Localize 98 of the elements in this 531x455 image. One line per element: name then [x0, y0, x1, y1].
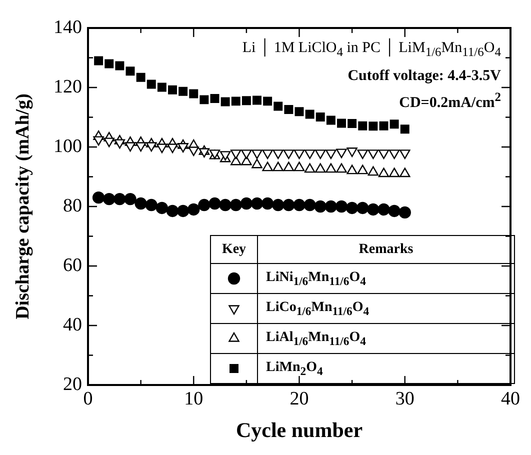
point [304, 163, 316, 173]
point [136, 72, 146, 82]
point [400, 168, 410, 178]
y-tick-label: 60 [63, 254, 82, 276]
y-tick-label: 120 [54, 76, 82, 98]
point [272, 198, 284, 212]
annotation: CD=0.2mA/cm$^{2}$ [399, 90, 501, 112]
point [337, 118, 346, 128]
point [378, 168, 390, 178]
annotation: Cutoff voltage: 4.4-3.5V [348, 68, 501, 85]
y-tick-label: 20 [63, 374, 82, 395]
point [220, 97, 230, 106]
point [367, 203, 380, 216]
point [114, 192, 126, 206]
point [335, 200, 348, 213]
x-tick-label: 0 [83, 388, 93, 410]
point [252, 96, 262, 105]
point [368, 122, 378, 131]
point [168, 85, 177, 94]
point [262, 162, 273, 172]
point [230, 198, 242, 212]
point [263, 96, 272, 106]
point [250, 197, 264, 210]
x-tick-label: 30 [395, 388, 414, 410]
point [346, 164, 358, 174]
point [314, 200, 326, 213]
point [336, 163, 347, 173]
point [134, 197, 147, 210]
point [146, 80, 156, 89]
point [103, 192, 116, 206]
point [176, 204, 190, 218]
point [348, 119, 357, 128]
point [398, 206, 411, 219]
point [178, 86, 188, 96]
point [188, 203, 200, 216]
point [200, 95, 209, 104]
x-tick-label: 40 [501, 388, 520, 410]
point [115, 61, 124, 70]
point [274, 102, 283, 111]
point [316, 112, 325, 122]
point [210, 94, 220, 103]
point [145, 198, 158, 212]
point [282, 198, 295, 212]
point [272, 162, 284, 172]
point [358, 121, 368, 130]
point [126, 66, 135, 76]
point [283, 162, 294, 172]
annotation: Key [222, 242, 246, 256]
point [388, 204, 400, 218]
point [156, 202, 168, 214]
legend-label: LiAl$_{1/6}$Mn$_{11/6}$O$_{4}$ [266, 330, 366, 348]
point [166, 204, 179, 218]
point [261, 197, 274, 210]
point [368, 166, 379, 176]
point [326, 116, 336, 125]
point [252, 158, 262, 168]
annotation: Li │ 1M LiClO$_{4}$ in PC │ LiM$_{1/6}$Mn$_{11/6}$O$_{4}$ [242, 40, 501, 60]
point [240, 197, 253, 210]
point [293, 198, 306, 212]
y-tick-label: 80 [63, 195, 82, 216]
y-tick-label: 140 [54, 16, 82, 38]
point [304, 198, 316, 212]
point [92, 191, 105, 204]
point [357, 164, 368, 174]
point [356, 202, 369, 214]
point [305, 110, 314, 119]
point [315, 163, 326, 173]
point [294, 107, 304, 116]
legend-label: LiNi$_{1/6}$Mn$_{11/6}$O$_{4}$ [266, 270, 366, 288]
point [189, 89, 198, 98]
point [390, 120, 399, 129]
x-tick-label: 10 [184, 388, 204, 410]
point [94, 56, 104, 66]
point [379, 121, 388, 130]
point [219, 198, 232, 212]
point [294, 162, 305, 172]
point [231, 96, 240, 106]
point [157, 82, 166, 92]
legend-label: LiMn$_{2}$O$_{4}$ [266, 360, 323, 378]
point [378, 203, 390, 216]
point [400, 124, 410, 134]
point [104, 59, 114, 68]
point [242, 96, 251, 106]
y-axis-title: Discharge capacity (mAh/g) [12, 94, 34, 320]
x-axis-title: Cycle number [236, 418, 363, 442]
point [326, 163, 336, 173]
y-tick-label: 100 [54, 136, 82, 157]
legend-label: LiCo$_{1/6}$Mn$_{11/6}$O$_{4}$ [266, 300, 370, 318]
point [124, 192, 136, 206]
point [388, 168, 400, 178]
point [198, 198, 210, 212]
point [284, 105, 294, 114]
point [208, 197, 221, 210]
y-tick-label: 40 [63, 314, 82, 336]
point [346, 202, 358, 214]
legend-title: Remarks [358, 242, 414, 256]
point [324, 200, 338, 213]
x-tick-label: 20 [290, 388, 309, 410]
